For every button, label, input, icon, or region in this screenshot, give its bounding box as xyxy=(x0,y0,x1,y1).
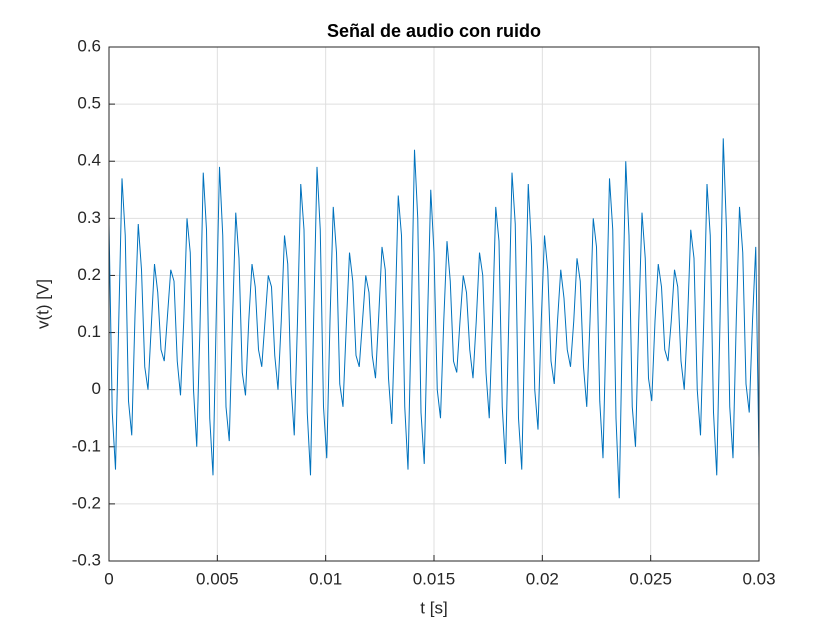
y-axis-label: v(t) [V] xyxy=(33,279,52,329)
y-tick-label: -0.1 xyxy=(72,436,101,455)
y-tick-label: 0.3 xyxy=(77,208,101,227)
y-tick-label: 0 xyxy=(92,379,101,398)
y-tick-label: 0.1 xyxy=(77,322,101,341)
y-tick-label: 0.4 xyxy=(77,151,101,170)
x-axis-label: t [s] xyxy=(420,598,447,617)
chart-title: Señal de audio con ruido xyxy=(327,21,541,41)
y-tick-label: 0.5 xyxy=(77,94,101,113)
x-tick-label: 0.02 xyxy=(526,569,559,588)
data-line xyxy=(108,138,760,499)
axes-box xyxy=(108,46,760,562)
x-tick-label: 0.025 xyxy=(629,569,672,588)
y-tick-label: -0.2 xyxy=(72,493,101,512)
x-tick-label: 0.01 xyxy=(309,569,342,588)
x-tick-label: 0 xyxy=(104,569,113,588)
y-tick-label: 0.6 xyxy=(77,36,101,55)
x-tick-label: 0.005 xyxy=(196,569,239,588)
x-tick-label: 0.015 xyxy=(413,569,456,588)
y-tick-label: -0.3 xyxy=(72,550,101,569)
x-tick-label: 0.03 xyxy=(742,569,775,588)
y-tick-label: 0.2 xyxy=(77,265,101,284)
